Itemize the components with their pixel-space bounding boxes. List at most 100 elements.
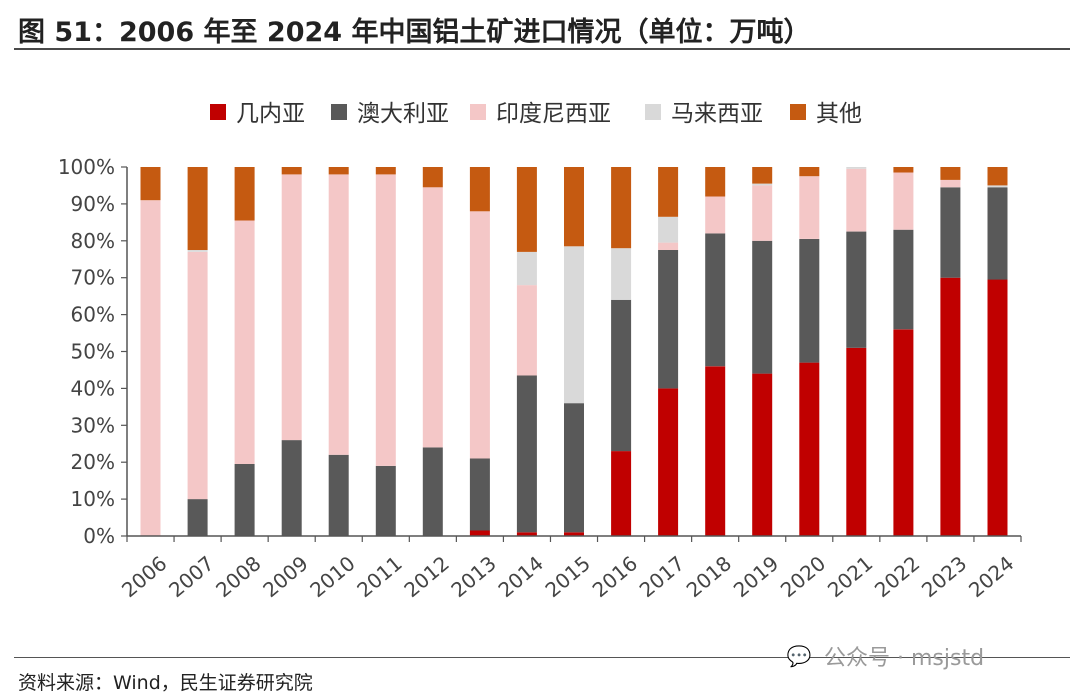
bar-2021-series-2 [846,168,867,232]
bar-2012-series-1 [422,447,443,536]
footer-divider [14,657,1070,658]
title-divider [14,48,1070,50]
x-tick-label-2015: 2015 [541,551,595,602]
bar-2013-series-4 [469,167,490,212]
y-tick-label-2: 20% [71,450,115,474]
y-tick-label-7: 70% [71,266,115,290]
bar-2023-series-4 [940,167,961,180]
bar-2008-series-4 [234,167,255,221]
bar-2015-series-1 [564,403,584,533]
y-tick-label-4: 40% [71,376,115,400]
bar-2009-series-4 [281,167,302,175]
legend-label-0: 几内亚 [236,101,305,127]
x-tick-label-2022: 2022 [870,551,924,602]
bar-2006-series-2 [140,200,161,536]
bar-2011-series-1 [375,465,396,536]
bar-2017-series-1 [658,250,679,389]
y-tick-label-1: 10% [71,487,115,511]
legend-swatch-0 [210,104,226,120]
x-tick-label-2018: 2018 [682,551,736,602]
y-tick-label-3: 30% [71,413,115,437]
bar-2013-series-1 [469,458,490,531]
bar-2017-series-3 [658,216,679,243]
bar-2024-series-3 [987,185,1008,188]
x-tick-label-2011: 2011 [352,551,406,602]
legend-label-2: 印度尼西亚 [496,101,611,127]
y-tick-label-5: 50% [71,340,115,364]
bar-2016-series-0 [611,451,632,536]
bar-2024-series-0 [987,279,1008,536]
legend-swatch-3 [645,104,661,120]
y-tick-label-8: 80% [71,229,115,253]
legend: 几内亚 澳大利亚 印度尼西亚 马来西亚 其他 [210,101,862,127]
bar-2018-series-1 [705,233,726,367]
bar-2014-series-1 [516,375,537,533]
bar-2007-series-4 [187,167,208,250]
bar-2023-series-2 [940,179,961,188]
x-tick-label-2012: 2012 [399,551,453,602]
bar-2009-series-1 [281,440,302,536]
bar-2018-series-2 [705,196,726,234]
y-tick-label-6: 60% [71,303,115,327]
bar-2008-series-1 [234,464,255,536]
bar-2021-series-3 [846,167,867,169]
bars [140,167,1008,536]
bar-2010-series-1 [328,454,349,536]
bar-2021-series-1 [846,231,867,348]
legend-label-1: 澳大利亚 [357,101,449,127]
bar-2020-series-2 [799,176,820,239]
legend-label-3: 马来西亚 [671,101,763,127]
x-tick-label-2009: 2009 [258,551,312,602]
bar-2007-series-3 [187,250,208,252]
bar-2015-series-4 [564,167,584,247]
bar-2018-series-0 [705,366,726,536]
bar-2017-series-0 [658,388,679,536]
bar-2014-series-3 [516,251,537,286]
bar-2015-series-0 [564,532,584,536]
x-tick-label-2017: 2017 [635,551,689,602]
bar-2012-series-4 [422,167,443,188]
x-tick-label-2007: 2007 [164,551,218,602]
bar-2022-series-1 [893,229,914,330]
y-tick-label-9: 90% [71,192,115,216]
bar-2014-series-0 [516,532,537,536]
bar-2008-series-2 [234,220,255,464]
watermark-text: 公众号 · msjstd [824,646,985,671]
source-note: 资料来源：Wind，民生证券研究院 [18,672,313,694]
bar-2014-series-2 [516,285,537,376]
bar-2017-series-4 [658,167,679,217]
bar-2019-series-2 [752,185,773,241]
bar-2012-series-2 [422,187,443,448]
bar-2017-series-2 [658,242,679,250]
x-tick-label-2023: 2023 [917,551,971,602]
bar-2010-series-4 [328,167,349,175]
bar-2007-series-1 [187,499,208,536]
bar-2009-series-2 [281,174,302,441]
bar-2022-series-0 [893,329,914,536]
bar-2020-series-0 [799,362,820,536]
x-tick-label-2014: 2014 [494,551,548,602]
y-tick-label-10: 100% [58,155,115,179]
bar-2013-series-2 [469,211,490,459]
bar-2024-series-4 [987,167,1008,186]
bar-2019-series-4 [752,167,773,184]
x-tick-label-2016: 2016 [588,551,642,602]
x-tick-label-2024: 2024 [964,551,1018,602]
bar-2020-series-1 [799,239,820,363]
bar-2014-series-4 [516,167,537,252]
stacked-bar-chart: 几内亚 澳大利亚 印度尼西亚 马来西亚 其他 0% 10% 20% 30% 40% 50% 60% 7… [58,101,1022,602]
bar-2016-series-4 [611,167,632,249]
bar-2021-series-0 [846,347,867,536]
bar-2007-series-2 [187,251,208,500]
x-tick-label-2021: 2021 [823,551,877,602]
x-tick-label-2019: 2019 [729,551,783,602]
bar-2011-series-2 [375,174,396,466]
wechat-icon: 💬 [786,644,812,668]
x-tick-label-2008: 2008 [211,551,265,602]
bar-2019-series-0 [752,373,773,536]
bar-2019-series-1 [752,240,773,374]
x-tick-label-2010: 2010 [305,551,359,602]
legend-swatch-1 [331,104,347,120]
bar-2022-series-4 [893,167,914,173]
chart-title: 图 51：2006 年至 2024 年中国铝土矿进口情况（单位：万吨） [18,17,811,48]
